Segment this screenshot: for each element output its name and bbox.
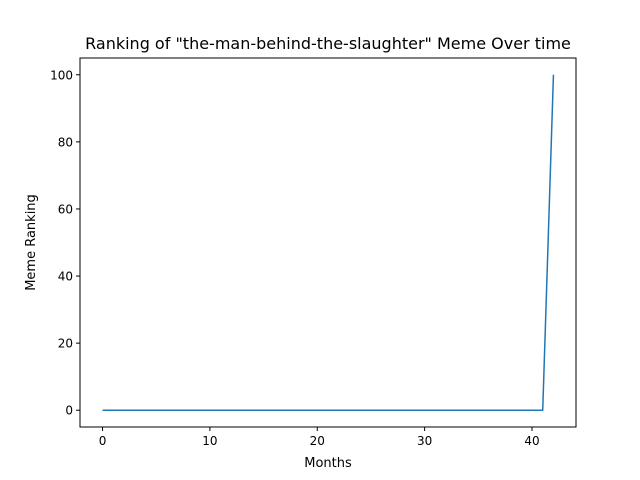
- series-line-0: [102, 74, 555, 411]
- x-tick-label: 20: [310, 434, 325, 448]
- y-tick-label: 20: [58, 337, 73, 351]
- x-axis-label: Months: [304, 456, 352, 471]
- x-tick-label: 10: [202, 434, 217, 448]
- chart-title: Ranking of "the-man-behind-the-slaughter…: [85, 34, 571, 53]
- y-tick-label: 100: [50, 68, 73, 82]
- y-tick-label: 60: [58, 202, 73, 216]
- x-axis: 0 10 20 30 40: [99, 427, 540, 448]
- y-tick-label: 80: [58, 135, 73, 149]
- x-tick-label: 30: [417, 434, 432, 448]
- x-tick-label: 0: [99, 434, 107, 448]
- y-tick-label: 40: [58, 270, 73, 284]
- y-axis-label: Meme Ranking: [24, 194, 39, 291]
- y-tick-label: 0: [65, 404, 73, 418]
- x-tick-label: 40: [524, 434, 539, 448]
- plot-area: 0 10 20 30 40 0 20 40 60 80 100: [50, 57, 577, 448]
- series-layer: [102, 74, 555, 411]
- y-axis: 0 20 40 60 80 100: [50, 68, 80, 418]
- plot-frame: [79, 57, 577, 428]
